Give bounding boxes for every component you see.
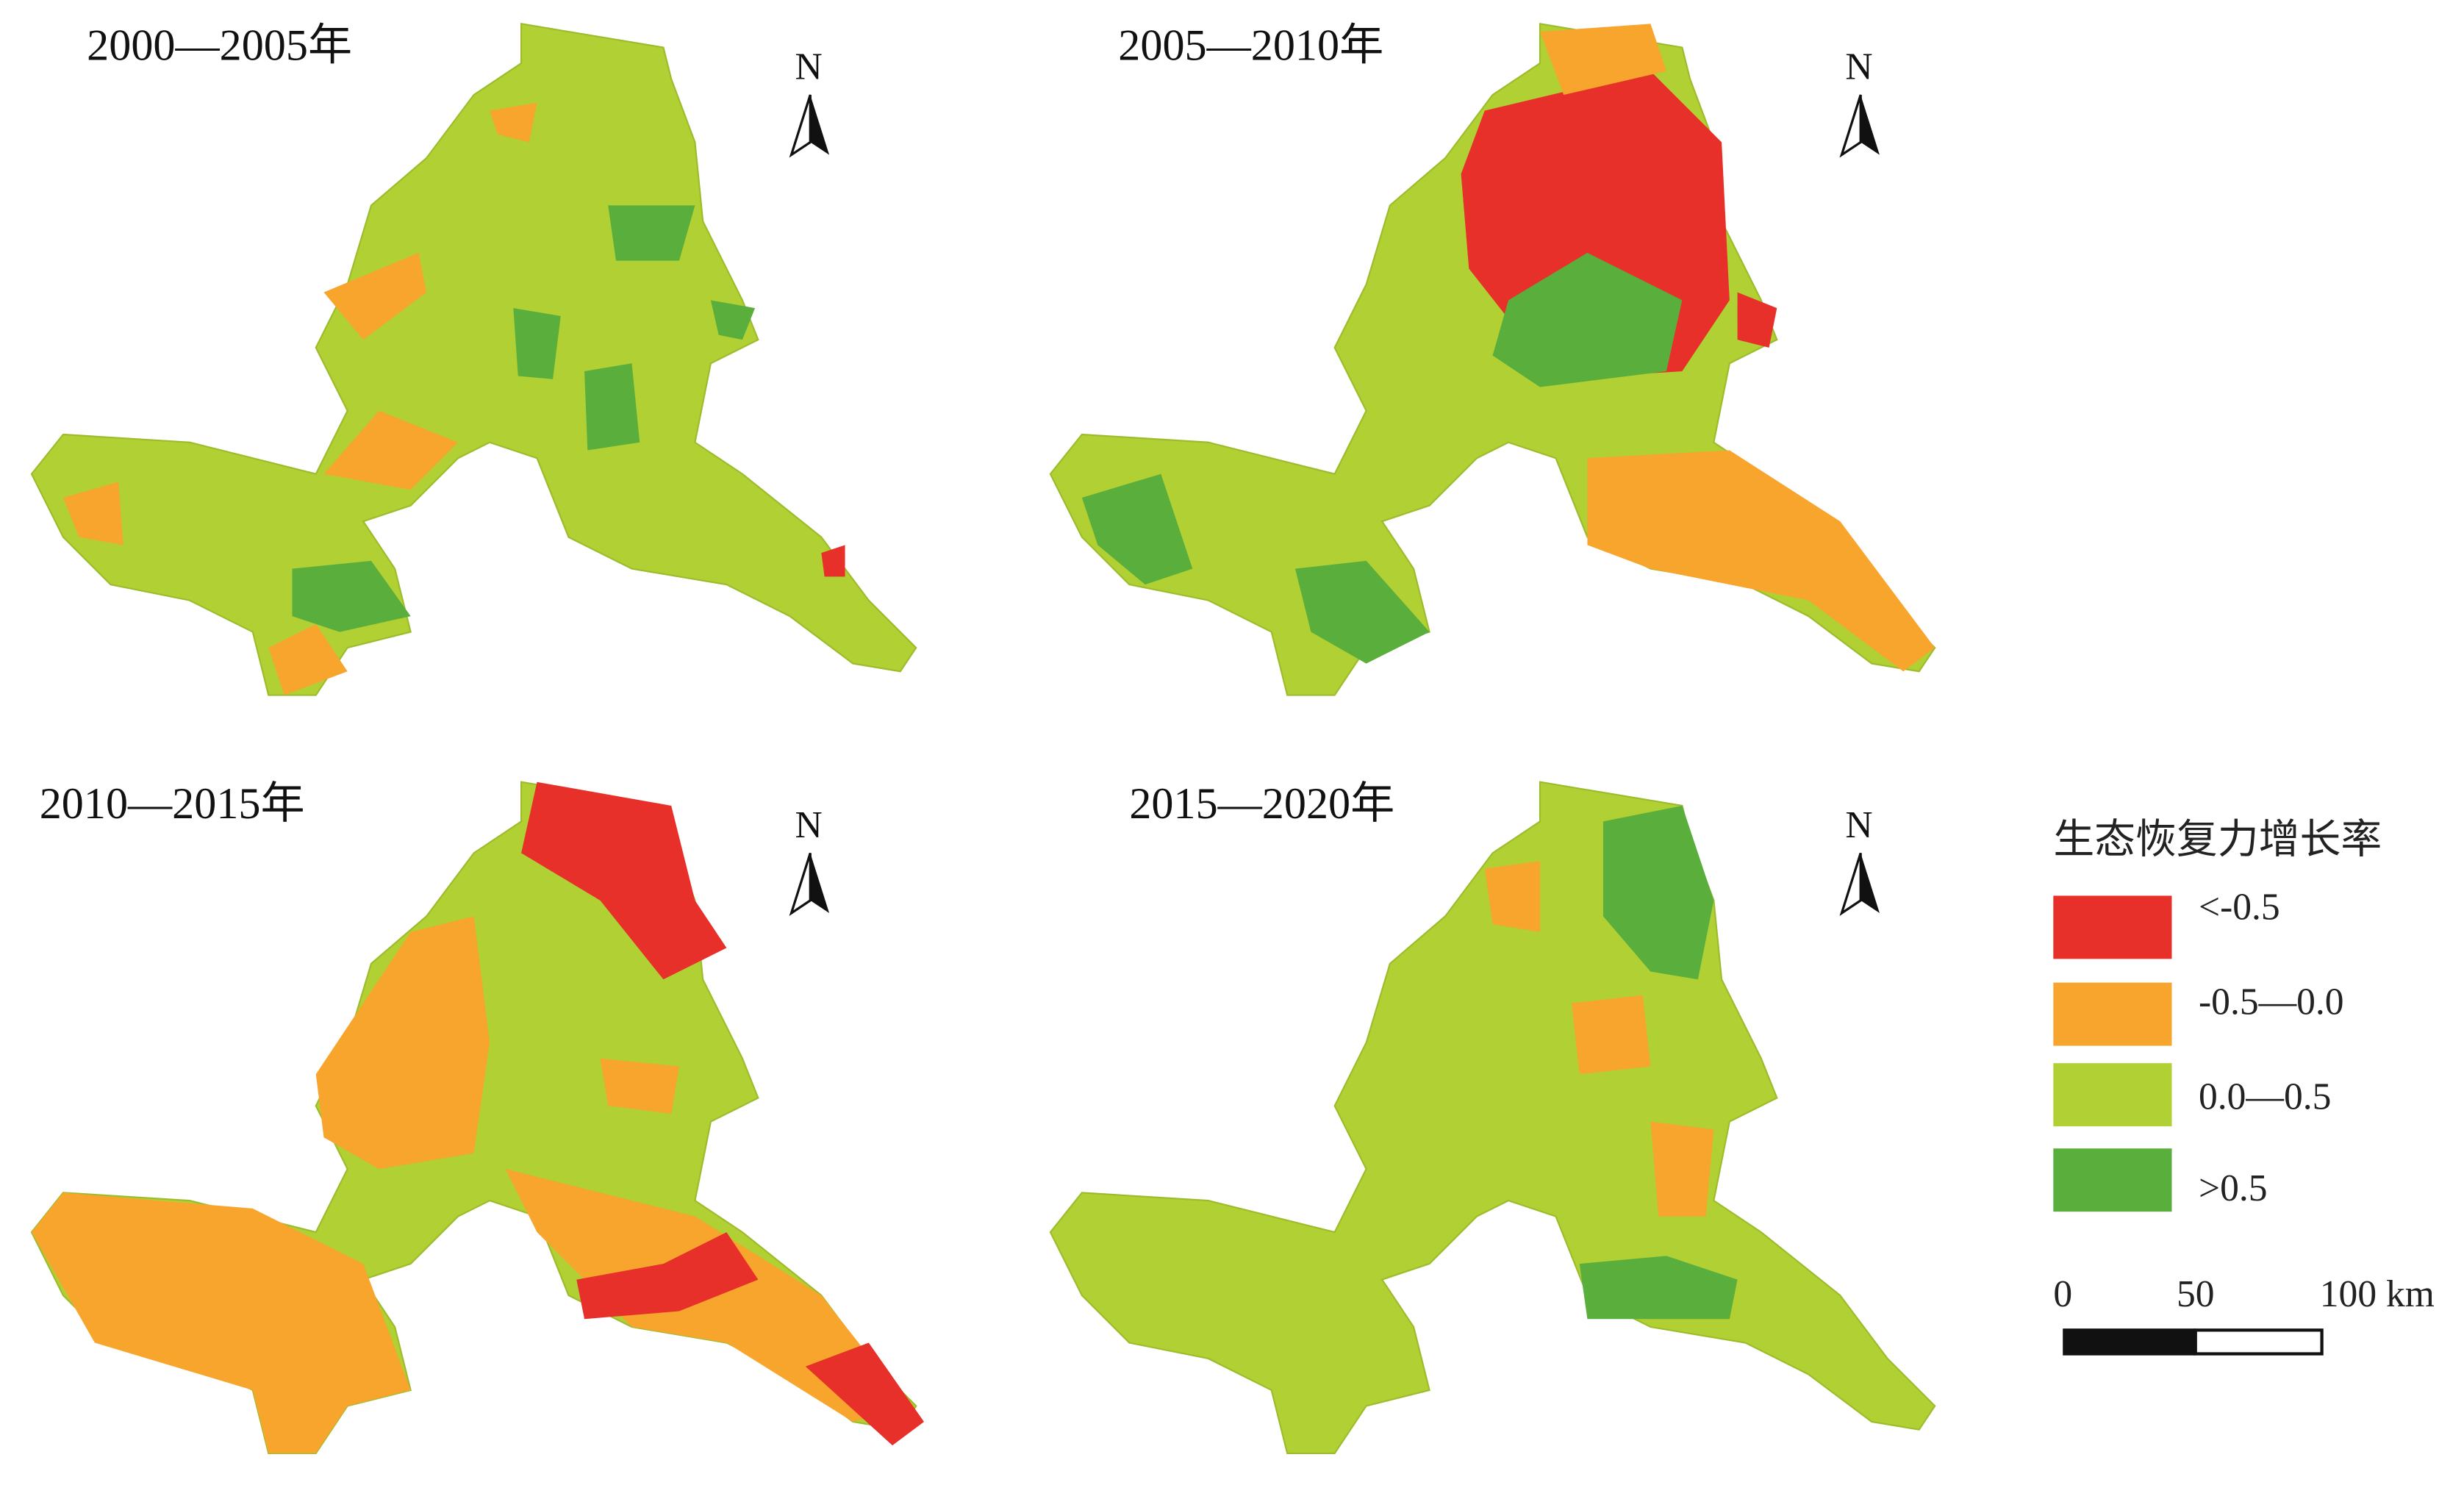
patch (1602, 805, 1714, 980)
legend-label: 0.0—0.5 (2199, 1076, 2331, 1118)
patch (513, 308, 561, 379)
map-panel: 2015—2020年 N (1049, 779, 1936, 1454)
north-label: N (1845, 46, 1872, 88)
scale-bar: 0 50 100 km (2053, 1273, 2435, 1356)
patch (600, 1058, 679, 1114)
north-label: N (795, 804, 823, 846)
patch (821, 545, 845, 577)
legend-label: >0.5 (2199, 1167, 2268, 1209)
patch (1571, 995, 1651, 1075)
panel-title: 2015—2020年 (1129, 779, 1394, 829)
legend-swatch (2053, 895, 2172, 959)
patch (805, 1342, 924, 1446)
patch (1587, 450, 1935, 672)
patch (1081, 473, 1193, 585)
legend-swatch (2053, 982, 2172, 1046)
patch (1294, 560, 1430, 664)
patch (268, 623, 348, 695)
patch (576, 1232, 759, 1320)
scale-label: 50 (2177, 1273, 2215, 1315)
north-label: N (1845, 804, 1872, 846)
patch (521, 781, 727, 980)
patch (292, 560, 411, 632)
patch (31, 1192, 411, 1453)
patch (608, 205, 695, 261)
patch (490, 102, 537, 143)
map-panel: 2000—2005年 N (30, 21, 917, 696)
legend-swatch (2053, 1063, 2172, 1127)
legend-label: <-0.5 (2199, 887, 2280, 928)
patch (323, 252, 427, 340)
patch (315, 916, 490, 1170)
patch (323, 410, 459, 490)
legend: 生态恢复力增长率 <-0.5 -0.5—0.0 0.0—0.5 >0.5 (2053, 817, 2382, 1212)
patch (584, 363, 640, 451)
scale-segment (2063, 1328, 2196, 1356)
patch (1737, 292, 1777, 348)
patch (1492, 252, 1683, 387)
map-panel: 2005—2010年 N (1049, 21, 1936, 696)
patch (62, 482, 123, 545)
patch (1540, 24, 1666, 96)
scale-segment (2193, 1328, 2324, 1356)
patch (710, 300, 756, 340)
panel-title: 2010—2015年 (40, 779, 305, 829)
patch (1579, 1256, 1738, 1320)
panel-title: 2000—2005年 (87, 21, 352, 71)
scale-label: 100 km (2320, 1273, 2435, 1315)
panel-title: 2005—2010年 (1118, 21, 1383, 71)
map-panel: 2010—2015年 N (30, 779, 924, 1454)
legend-swatch (2053, 1148, 2172, 1212)
scale-label: 0 (2053, 1273, 2072, 1315)
patch (1484, 861, 1540, 932)
legend-label: -0.5—0.0 (2199, 981, 2344, 1023)
north-label: N (795, 46, 823, 88)
patch (1650, 1121, 1714, 1217)
legend-title: 生态恢复力增长率 (2053, 817, 2382, 862)
